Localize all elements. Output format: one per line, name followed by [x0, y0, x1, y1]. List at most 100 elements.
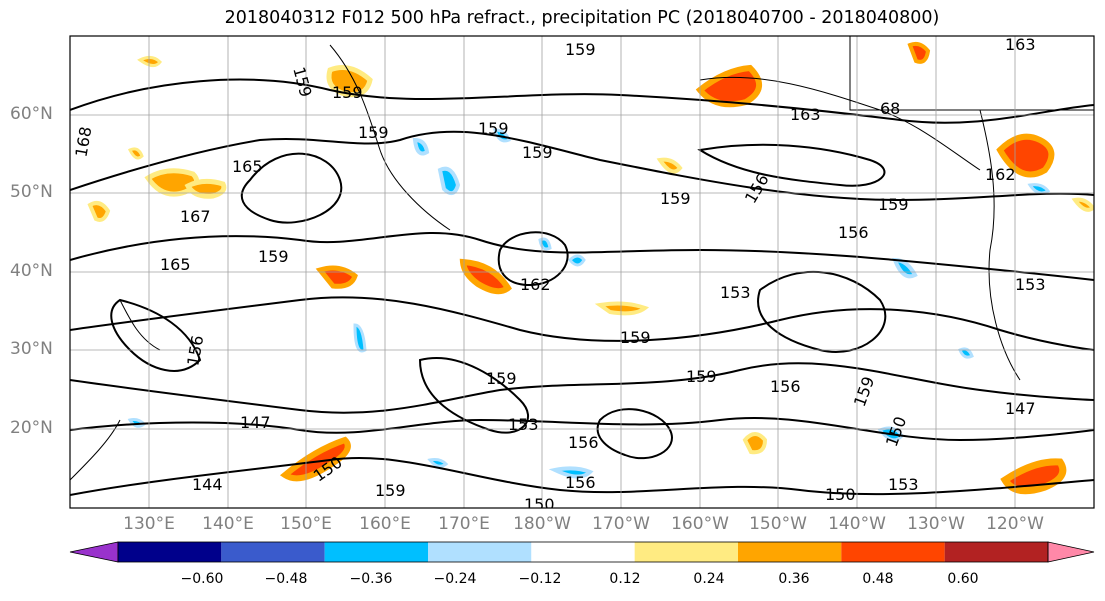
colorbar-tick-label: 0.24: [693, 571, 725, 587]
contour-label: 163: [790, 105, 821, 124]
contour-label: 150: [524, 495, 555, 514]
precip-patch: [1071, 197, 1094, 212]
contour-label: 153: [720, 283, 751, 302]
contour-label: 159: [620, 328, 651, 347]
colorbar-tick-label: −0.48: [264, 571, 308, 587]
colorbar-segment: [428, 542, 532, 562]
contour-label: 150: [825, 485, 856, 504]
precip-patch: [326, 65, 373, 98]
colorbar-frame: [117, 541, 1049, 563]
contour-label: 167: [180, 207, 211, 226]
contour-label: 159: [565, 40, 596, 59]
precip-patch: [907, 41, 931, 64]
precip-patch: [137, 55, 162, 67]
precip-patch: [538, 237, 552, 251]
precip-patch: [353, 323, 367, 353]
lon-label: 160°E: [359, 514, 411, 534]
lon-label: 180°W: [513, 514, 571, 534]
coastlines: [70, 36, 1094, 481]
colorbar-segment: [221, 542, 325, 562]
contour-label: 159: [660, 189, 691, 208]
precip-patch: [315, 265, 358, 289]
precip-patch: [1027, 183, 1051, 195]
contour-label: 159: [850, 374, 878, 409]
precip-patch: [695, 64, 762, 108]
colorbar-tick-label: −0.36: [349, 571, 393, 587]
contour-label: 159: [878, 195, 909, 214]
colorbar-segment: [118, 542, 222, 562]
contour-label: 153: [888, 475, 919, 494]
colorbar-segment: [944, 542, 1048, 562]
contour-label: 159: [375, 481, 406, 500]
colorbar-tick-label: 0.36: [778, 571, 810, 587]
graticule: [70, 36, 1094, 508]
map-frame: [69, 35, 1095, 509]
lat-label: 50°N: [10, 182, 53, 202]
colorbar-segment: [841, 542, 945, 562]
map-title: 2018040312 F012 500 hPa refract., precip…: [224, 8, 940, 28]
colorbar-tick-label: −0.60: [180, 571, 224, 587]
colorbar-segment: [324, 542, 428, 562]
contour-label: 156: [568, 433, 599, 452]
contour-label: 165: [232, 157, 263, 176]
precip-patch: [427, 458, 449, 468]
contour-label: 150: [882, 414, 910, 449]
lon-label: 120°W: [986, 514, 1044, 534]
lat-label: 40°N: [10, 261, 53, 281]
contour-label: 165: [160, 255, 191, 274]
precip-patch: [567, 254, 586, 267]
precip-patch: [548, 466, 594, 479]
contour-label: 162: [520, 275, 551, 294]
precip-patch: [742, 432, 768, 455]
contour-label: 162: [985, 165, 1016, 184]
lon-label: 150°E: [280, 514, 332, 534]
contour-label: 147: [1005, 399, 1036, 418]
colorbar-extend-max: [1047, 541, 1095, 563]
precip-patch: [437, 166, 461, 196]
precip-patch: [127, 147, 144, 160]
lon-label: 140°E: [202, 514, 254, 534]
contour-label: 159: [289, 65, 315, 99]
contour-label: 159: [358, 123, 389, 142]
contour-label: 159: [258, 247, 289, 266]
precip-patch: [87, 201, 111, 222]
contour-label: 147: [240, 413, 271, 432]
contour-label-group: 168 159 159 165 159 159 159 167 159 159 …: [71, 36, 1046, 514]
precip-patch: [184, 178, 227, 199]
colorbar-tick-label: −0.12: [518, 571, 562, 587]
contour-label: 156: [838, 223, 869, 242]
lon-label: 130°E: [123, 514, 175, 534]
refractivity-contours: [70, 78, 1094, 496]
colorbar-tick-label: 0.48: [862, 571, 894, 587]
colorbar-tick-label: −0.24: [433, 571, 477, 587]
precip-patch: [656, 157, 683, 174]
precip-patch: [958, 347, 974, 359]
contour-label: 168: [71, 125, 95, 158]
map-canvas: 168 159 159 165 159 159 159 167 159 159 …: [69, 35, 1095, 514]
colorbar-segment: [738, 542, 842, 562]
contour-label: 159: [686, 367, 717, 386]
colorbar-segment: [531, 542, 635, 562]
contour-label: 159: [522, 143, 553, 162]
lat-label: 30°N: [10, 339, 53, 359]
colorbar-tick-label: 0.12: [609, 571, 641, 587]
contour-label: 159: [478, 119, 509, 138]
colorbar-extend-min: [69, 541, 119, 563]
precip-patch: [412, 137, 430, 156]
lon-label: 170°E: [438, 514, 490, 534]
contour-label: 144: [192, 475, 223, 494]
contour-label: 153: [1015, 275, 1046, 294]
contour-label: 68: [880, 99, 900, 118]
lon-label: 160°W: [671, 514, 729, 534]
contour-label: 159: [332, 83, 363, 102]
precip-patch: [279, 436, 351, 482]
lon-label: 150°W: [749, 514, 807, 534]
lon-label: 170°W: [592, 514, 650, 534]
contour-label: 159: [486, 369, 517, 388]
precip-patch: [459, 258, 512, 295]
contour-label: 153: [508, 415, 539, 434]
contour-label: 156: [565, 473, 596, 492]
contour-label: 156: [183, 334, 207, 367]
colorbar-segment: [634, 542, 738, 562]
precip-patch: [996, 133, 1055, 178]
